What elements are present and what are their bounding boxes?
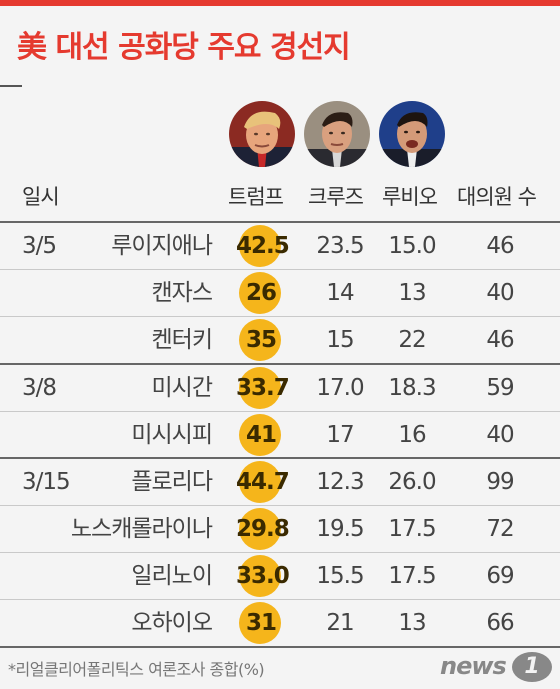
cruz-cell: 14 bbox=[326, 280, 354, 306]
cruz-cell: 23.5 bbox=[316, 233, 364, 259]
group-divider bbox=[0, 363, 560, 365]
row-divider bbox=[0, 411, 560, 412]
table-bottom-divider bbox=[0, 646, 560, 648]
title-divider bbox=[0, 85, 22, 87]
header-rubio: 루비오 bbox=[382, 185, 438, 209]
delegates-cell: 66 bbox=[486, 610, 514, 636]
rubio-cell: 15.0 bbox=[388, 233, 436, 259]
trump-cell: 26 bbox=[236, 270, 286, 316]
state-cell: 플로리다 bbox=[131, 469, 213, 495]
logo-mark: 1 bbox=[512, 652, 552, 682]
delegates-cell: 99 bbox=[486, 469, 514, 495]
cruz-cell: 15.5 bbox=[316, 563, 364, 589]
page-title: 美 대선 공화당 주요 경선지 bbox=[17, 30, 351, 65]
state-cell: 일리노이 bbox=[131, 563, 213, 589]
trump-cell: 44.7 bbox=[236, 459, 290, 505]
news1-logo: news 1 bbox=[440, 652, 555, 682]
state-cell: 노스캐롤라이나 bbox=[70, 516, 213, 542]
state-cell: 미시간 bbox=[151, 375, 213, 401]
table-row: 3/15 플로리다 44.7 12.3 26.0 99 bbox=[0, 459, 560, 505]
header-date: 일시 bbox=[22, 185, 60, 209]
table-row: 3/8 미시간 33.7 17.0 18.3 59 bbox=[0, 365, 560, 411]
logo-text: news bbox=[440, 652, 507, 680]
highlight-dot bbox=[239, 461, 281, 503]
rubio-cell: 13 bbox=[398, 280, 426, 306]
rubio-cell: 17.5 bbox=[388, 516, 436, 542]
delegates-cell: 40 bbox=[486, 280, 514, 306]
trump-cell: 33.0 bbox=[236, 553, 290, 599]
highlight-dot bbox=[239, 319, 281, 361]
top-accent-bar bbox=[0, 0, 560, 6]
state-cell: 오하이오 bbox=[131, 610, 213, 636]
row-divider bbox=[0, 552, 560, 553]
cruz-cell: 15 bbox=[326, 327, 354, 353]
highlight-dot bbox=[239, 225, 281, 267]
row-divider bbox=[0, 599, 560, 600]
trump-cell: 33.7 bbox=[236, 365, 290, 411]
delegates-cell: 59 bbox=[486, 375, 514, 401]
highlight-dot bbox=[239, 414, 281, 456]
rubio-portrait bbox=[379, 101, 445, 167]
table-row: 미시시피 41 17 16 40 bbox=[0, 412, 560, 458]
cruz-cell: 12.3 bbox=[316, 469, 364, 495]
delegates-cell: 46 bbox=[486, 327, 514, 353]
trump-cell: 41 bbox=[236, 412, 286, 458]
trump-cell: 35 bbox=[236, 317, 286, 363]
cruz-portrait bbox=[304, 101, 370, 167]
delegates-cell: 40 bbox=[486, 422, 514, 448]
highlight-dot bbox=[239, 367, 281, 409]
header-cruz: 크루즈 bbox=[308, 185, 364, 209]
cruz-cell: 21 bbox=[326, 610, 354, 636]
source-footnote: *리얼클리어폴리틱스 여론조사 종합(%) bbox=[8, 660, 265, 679]
row-divider bbox=[0, 269, 560, 270]
highlight-dot bbox=[239, 555, 281, 597]
rubio-cell: 17.5 bbox=[388, 563, 436, 589]
rubio-cell: 16 bbox=[398, 422, 426, 448]
delegates-cell: 46 bbox=[486, 233, 514, 259]
delegates-cell: 72 bbox=[486, 516, 514, 542]
date-cell: 3/5 bbox=[22, 233, 57, 259]
table-row: 일리노이 33.0 15.5 17.5 69 bbox=[0, 553, 560, 599]
cruz-cell: 17 bbox=[326, 422, 354, 448]
highlight-dot bbox=[239, 602, 281, 644]
table-row: 3/5 루이지애나 42.5 23.5 15.0 46 bbox=[0, 223, 560, 269]
state-cell: 미시시피 bbox=[131, 422, 213, 448]
row-divider bbox=[0, 316, 560, 317]
trump-cell: 42.5 bbox=[236, 223, 290, 269]
date-cell: 3/15 bbox=[22, 469, 71, 495]
rubio-cell: 22 bbox=[398, 327, 426, 353]
delegates-cell: 69 bbox=[486, 563, 514, 589]
row-divider bbox=[0, 505, 560, 506]
state-cell: 루이지애나 bbox=[111, 233, 213, 259]
table-row: 노스캐롤라이나 29.8 19.5 17.5 72 bbox=[0, 506, 560, 552]
header-delegates: 대의원 수 bbox=[457, 185, 537, 209]
header-divider bbox=[0, 221, 560, 223]
trump-cell: 29.8 bbox=[236, 506, 290, 552]
group-divider bbox=[0, 457, 560, 459]
state-cell: 켄터키 bbox=[151, 327, 213, 353]
table-row: 켄터키 35 15 22 46 bbox=[0, 317, 560, 363]
trump-portrait bbox=[229, 101, 295, 167]
cruz-cell: 17.0 bbox=[316, 375, 364, 401]
trump-cell: 31 bbox=[236, 600, 286, 646]
table-row: 캔자스 26 14 13 40 bbox=[0, 270, 560, 316]
header-trump: 트럼프 bbox=[228, 185, 284, 209]
rubio-cell: 18.3 bbox=[388, 375, 436, 401]
highlight-dot bbox=[239, 272, 281, 314]
cruz-cell: 19.5 bbox=[316, 516, 364, 542]
table-row: 오하이오 31 21 13 66 bbox=[0, 600, 560, 646]
state-cell: 캔자스 bbox=[151, 280, 213, 306]
rubio-cell: 13 bbox=[398, 610, 426, 636]
highlight-dot bbox=[239, 508, 281, 550]
rubio-cell: 26.0 bbox=[388, 469, 436, 495]
date-cell: 3/8 bbox=[22, 375, 57, 401]
